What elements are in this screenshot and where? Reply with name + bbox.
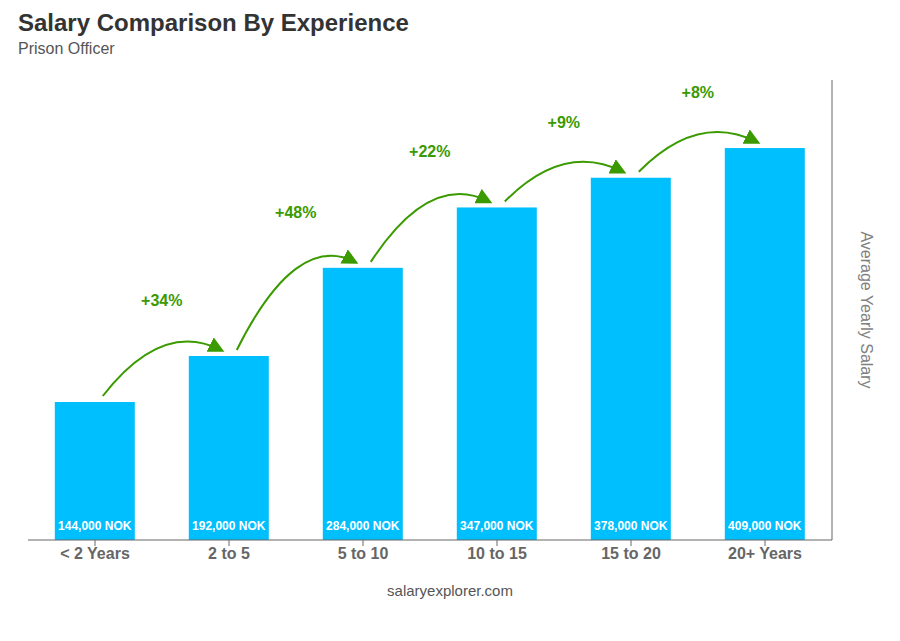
svg-text:5 to 10: 5 to 10	[338, 545, 389, 562]
svg-text:144,000 NOK: 144,000 NOK	[58, 519, 132, 533]
svg-text:+48%: +48%	[275, 204, 316, 221]
svg-text:347,000 NOK: 347,000 NOK	[460, 519, 534, 533]
svg-text:192,000 NOK: 192,000 NOK	[192, 519, 266, 533]
html-text:Salary Comparison By Experienc: Salary Comparison By Experience	[18, 9, 409, 36]
svg-text:10 to 15: 10 to 15	[467, 545, 527, 562]
svg-text:284,000 NOK: 284,000 NOK	[326, 519, 400, 533]
svg-text:+34%: +34%	[141, 292, 182, 309]
svg-text:+22%: +22%	[409, 143, 450, 160]
svg-text:+8%: +8%	[682, 84, 714, 101]
svg-text:378,000 NOK: 378,000 NOK	[594, 519, 668, 533]
html-text:salaryexplorer.com: salaryexplorer.com	[387, 582, 513, 599]
svg-text:409,000 NOK: 409,000 NOK	[728, 519, 802, 533]
svg-text:2 to 5: 2 to 5	[208, 545, 250, 562]
svg-text:< 2 Years: < 2 Years	[60, 545, 130, 562]
svg-text:20+ Years: 20+ Years	[728, 545, 802, 562]
svg-text:15 to 20: 15 to 20	[601, 545, 661, 562]
svg-text:Average Yearly Salary: Average Yearly Salary	[858, 231, 875, 388]
html-text:Prison Officer: Prison Officer	[18, 40, 115, 57]
svg-text:+9%: +9%	[548, 114, 580, 131]
